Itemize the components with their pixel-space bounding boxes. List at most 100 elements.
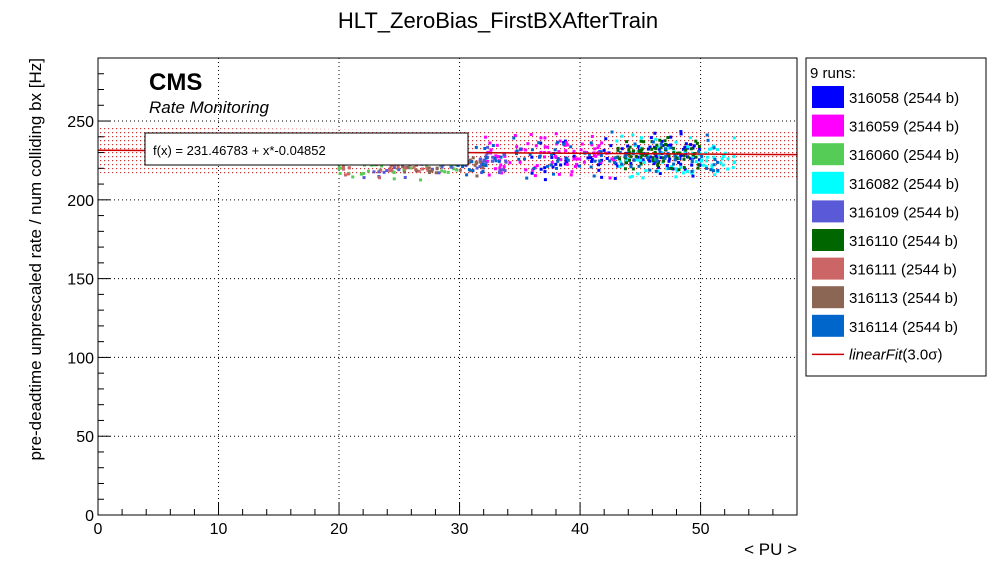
data-point (663, 143, 667, 147)
data-point (658, 172, 662, 176)
data-point (558, 139, 562, 143)
data-point (522, 157, 526, 161)
data-point (474, 145, 478, 149)
data-point (599, 153, 603, 157)
data-point (694, 160, 698, 164)
data-point (483, 159, 487, 163)
data-point (565, 143, 569, 147)
data-point (691, 153, 695, 157)
data-point (669, 135, 673, 139)
data-point (682, 147, 686, 151)
data-point (625, 140, 629, 144)
data-point (669, 146, 673, 150)
data-point (440, 169, 444, 173)
data-point (634, 154, 638, 158)
data-point (569, 173, 573, 177)
data-point (338, 171, 342, 175)
data-point (597, 168, 601, 172)
data-point (677, 168, 681, 172)
data-point (716, 168, 720, 172)
data-point (670, 165, 674, 169)
data-point (666, 136, 670, 140)
data-point (675, 157, 679, 161)
data-point (596, 146, 600, 150)
data-point (697, 163, 701, 167)
data-point (674, 167, 678, 171)
data-point (499, 163, 503, 167)
data-point (631, 149, 635, 153)
data-point (562, 141, 566, 145)
data-point (661, 143, 665, 147)
data-point (613, 161, 617, 165)
data-point (690, 171, 694, 175)
data-point (551, 165, 555, 169)
data-point (484, 135, 488, 139)
data-point (380, 164, 384, 168)
data-point (564, 149, 568, 153)
data-point (589, 141, 593, 145)
data-point (653, 131, 657, 135)
data-point (658, 138, 662, 142)
cms-label: CMS (149, 69, 202, 96)
data-point (563, 139, 567, 143)
data-point (639, 146, 643, 150)
data-point (406, 165, 410, 169)
data-point (654, 154, 658, 158)
data-point (501, 168, 505, 172)
data-point (631, 133, 635, 137)
data-point (688, 136, 692, 140)
data-point (648, 145, 652, 149)
data-point (705, 155, 709, 159)
data-point (537, 141, 541, 145)
data-point (650, 147, 654, 151)
data-point (392, 171, 396, 175)
data-point (450, 165, 454, 169)
data-point (382, 170, 386, 174)
data-point (647, 158, 651, 162)
data-point (361, 172, 365, 176)
data-point (710, 166, 714, 170)
data-point (572, 149, 576, 153)
data-point (628, 175, 632, 179)
data-point (657, 153, 661, 157)
data-point (712, 146, 716, 150)
data-point (593, 159, 597, 163)
data-point (559, 163, 563, 167)
data-point (564, 158, 568, 162)
data-point (646, 154, 650, 158)
data-point (637, 145, 641, 149)
data-point (639, 136, 643, 140)
data-point (533, 174, 537, 178)
data-point (691, 155, 695, 159)
data-point (478, 157, 482, 161)
data-point (495, 143, 499, 147)
data-point (651, 156, 655, 160)
data-point (618, 151, 622, 155)
data-point (554, 132, 558, 136)
data-point (565, 160, 569, 164)
data-point (569, 145, 573, 149)
data-point (648, 168, 652, 172)
data-point (535, 164, 539, 168)
data-point (403, 170, 407, 174)
data-point (497, 159, 501, 163)
data-point (446, 170, 450, 174)
legend-header: 9 runs: (810, 65, 856, 82)
data-point (658, 150, 662, 154)
data-point (587, 152, 591, 156)
data-point (582, 160, 586, 164)
data-point (677, 161, 681, 165)
legend-entry-label: 316110 (2544 b) (849, 233, 958, 250)
data-point (654, 169, 658, 173)
data-point (402, 168, 406, 172)
data-point (513, 133, 517, 137)
data-point (484, 163, 488, 167)
data-point (644, 154, 648, 158)
data-point (589, 156, 593, 160)
data-point (519, 147, 523, 151)
data-point (481, 170, 485, 174)
y-tick-label: 150 (67, 272, 94, 289)
data-point (708, 147, 712, 151)
data-point (683, 150, 687, 154)
y-tick-label: 50 (76, 429, 94, 446)
